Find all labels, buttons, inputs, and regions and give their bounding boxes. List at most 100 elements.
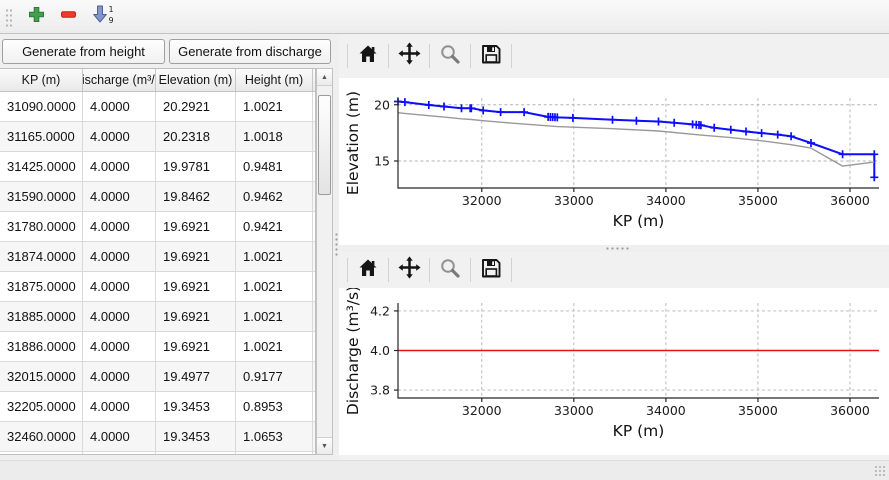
toolbar-separator [347, 44, 348, 68]
home-button[interactable] [353, 41, 383, 71]
column-header-elevation[interactable]: Elevation (m) [156, 69, 236, 91]
cell-height[interactable]: 1.0021 [236, 92, 313, 121]
cell-kp[interactable]: 31875.0000 [0, 272, 83, 301]
toolbar-separator [470, 44, 471, 68]
cell-elevation[interactable]: 19.4977 [156, 362, 236, 391]
zoom-button[interactable] [435, 255, 465, 285]
pan-button[interactable] [394, 41, 424, 71]
window-resize-grip[interactable] [874, 465, 886, 477]
cell-discharge[interactable]: 4.0000 [83, 362, 156, 391]
table-header-row: KP (m)Discharge (m³/s)Elevation (m)Heigh… [0, 69, 315, 92]
home-button[interactable] [353, 255, 383, 285]
elevation-chart[interactable]: 32000 33000 34000 35000 36000 15 20 KP (m) Eleva… [339, 78, 889, 246]
scrollbar-thumb[interactable] [318, 95, 331, 195]
save-button[interactable] [476, 255, 506, 285]
column-header-discharge[interactable]: Discharge (m³/s) [83, 69, 156, 91]
cell-kp[interactable]: 31090.0000 [0, 92, 83, 121]
cell-discharge[interactable] [83, 452, 156, 454]
table-row[interactable]: 31090.0000 4.0000 20.2921 1.0021 [0, 92, 315, 122]
cell-height[interactable]: 1.0021 [236, 302, 313, 331]
cell-discharge[interactable]: 4.0000 [83, 152, 156, 181]
cell-height[interactable]: 0.9177 [236, 362, 313, 391]
cell-elevation[interactable]: 19.3453 [156, 422, 236, 451]
elevation-figure[interactable]: 32000 33000 34000 35000 36000 15 20 KP (m) Eleva… [339, 78, 889, 246]
cell-height[interactable]: 1.0021 [236, 272, 313, 301]
table-row[interactable]: 31780.0000 4.0000 19.6921 0.9421 [0, 212, 315, 242]
sort-button[interactable]: 1 9 [84, 3, 122, 31]
cell-kp[interactable]: 32205.0000 [0, 392, 83, 421]
cell-kp[interactable]: 31590.0000 [0, 182, 83, 211]
vertical-splitter[interactable] [334, 34, 339, 460]
toolbar-drag-handle[interactable] [4, 6, 12, 27]
table-row[interactable]: 31885.0000 4.0000 19.6921 1.0021 [0, 302, 315, 332]
cell-discharge[interactable]: 4.0000 [83, 272, 156, 301]
save-button[interactable] [476, 41, 506, 71]
cell-kp[interactable]: 31780.0000 [0, 212, 83, 241]
cell-height[interactable]: 1.0021 [236, 332, 313, 361]
table-vertical-scrollbar[interactable]: ▲ ▼ [316, 68, 333, 455]
scroll-down-arrow-icon[interactable]: ▼ [317, 437, 332, 454]
table-row[interactable]: 31874.0000 4.0000 19.6921 1.0021 [0, 242, 315, 272]
generate-from-height-button[interactable]: Generate from height [2, 39, 165, 64]
cell-elevation[interactable]: 19.6921 [156, 332, 236, 361]
table-row[interactable]: 31590.0000 4.0000 19.8462 0.9462 [0, 182, 315, 212]
cell-kp[interactable]: 31885.0000 [0, 302, 83, 331]
table-row[interactable]: 32460.0000 4.0000 19.3453 1.0653 [0, 422, 315, 452]
cell-kp[interactable]: 31425.0000 [0, 152, 83, 181]
toolbar-separator [388, 258, 389, 282]
cell-height[interactable] [236, 452, 313, 454]
cell-elevation[interactable]: 19.6921 [156, 212, 236, 241]
cell-kp[interactable]: 31874.0000 [0, 242, 83, 271]
cell-elevation[interactable]: 20.2318 [156, 122, 236, 151]
discharge-figure[interactable]: 32000 33000 34000 35000 36000 3.8 4.0 4.2 KP (m)… [339, 288, 889, 455]
pan-button[interactable] [394, 255, 424, 285]
cell-discharge[interactable]: 4.0000 [83, 122, 156, 151]
cell-height[interactable]: 0.9481 [236, 152, 313, 181]
y-tick-label: 3.8 [370, 383, 390, 398]
cell-discharge[interactable]: 4.0000 [83, 302, 156, 331]
cell-discharge[interactable]: 4.0000 [83, 212, 156, 241]
generate-from-discharge-button[interactable]: Generate from discharge [169, 39, 331, 64]
cell-elevation[interactable]: 19.6921 [156, 302, 236, 331]
cell-discharge[interactable]: 4.0000 [83, 332, 156, 361]
cell-kp[interactable]: 31165.0000 [0, 122, 83, 151]
table-row[interactable]: 32015.0000 4.0000 19.4977 0.9177 [0, 362, 315, 392]
zoom-button[interactable] [435, 41, 465, 71]
column-header-kp[interactable]: KP (m) [0, 69, 83, 91]
cell-elevation[interactable]: 19.9781 [156, 152, 236, 181]
cell-kp[interactable]: 31886.0000 [0, 332, 83, 361]
cell-elevation[interactable]: 19.6921 [156, 242, 236, 271]
cell-discharge[interactable]: 4.0000 [83, 182, 156, 211]
cell-elevation[interactable]: 19.3453 [156, 392, 236, 421]
discharge-chart[interactable]: 32000 33000 34000 35000 36000 3.8 4.0 4.2 KP (m)… [339, 288, 889, 455]
table-row[interactable]: 31886.0000 4.0000 19.6921 1.0021 [0, 332, 315, 362]
cell-elevation[interactable]: 19.6921 [156, 272, 236, 301]
horizontal-splitter[interactable] [339, 245, 889, 252]
scroll-up-arrow-icon[interactable]: ▲ [317, 69, 332, 86]
cell-height[interactable]: 0.8953 [236, 392, 313, 421]
cell-elevation[interactable] [156, 452, 236, 454]
column-header-height[interactable]: Height (m) [236, 69, 313, 91]
cell-elevation[interactable]: 20.2921 [156, 92, 236, 121]
cell-height[interactable]: 0.9462 [236, 182, 313, 211]
cell-kp[interactable] [0, 452, 83, 454]
cell-elevation[interactable]: 19.8462 [156, 182, 236, 211]
cell-height[interactable]: 0.9421 [236, 212, 313, 241]
cell-discharge[interactable]: 4.0000 [83, 242, 156, 271]
table-row[interactable]: 31425.0000 4.0000 19.9781 0.9481 [0, 152, 315, 182]
cell-kp[interactable]: 32460.0000 [0, 422, 83, 451]
table-row[interactable]: 31165.0000 4.0000 20.2318 1.0018 [0, 122, 315, 152]
cell-discharge[interactable]: 4.0000 [83, 422, 156, 451]
remove-row-button[interactable] [52, 3, 84, 31]
table-row[interactable] [0, 452, 315, 454]
cell-height[interactable]: 1.0021 [236, 242, 313, 271]
x-tick-label: 36000 [830, 193, 870, 208]
cell-height[interactable]: 1.0653 [236, 422, 313, 451]
table-row[interactable]: 32205.0000 4.0000 19.3453 0.8953 [0, 392, 315, 422]
cell-kp[interactable]: 32015.0000 [0, 362, 83, 391]
cell-height[interactable]: 1.0018 [236, 122, 313, 151]
add-row-button[interactable] [20, 3, 52, 31]
cell-discharge[interactable]: 4.0000 [83, 392, 156, 421]
table-row[interactable]: 31875.0000 4.0000 19.6921 1.0021 [0, 272, 315, 302]
cell-discharge[interactable]: 4.0000 [83, 92, 156, 121]
